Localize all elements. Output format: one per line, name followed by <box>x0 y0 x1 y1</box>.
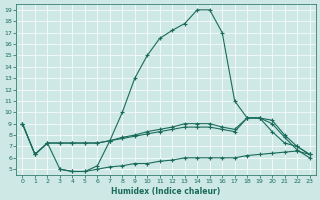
X-axis label: Humidex (Indice chaleur): Humidex (Indice chaleur) <box>111 187 221 196</box>
